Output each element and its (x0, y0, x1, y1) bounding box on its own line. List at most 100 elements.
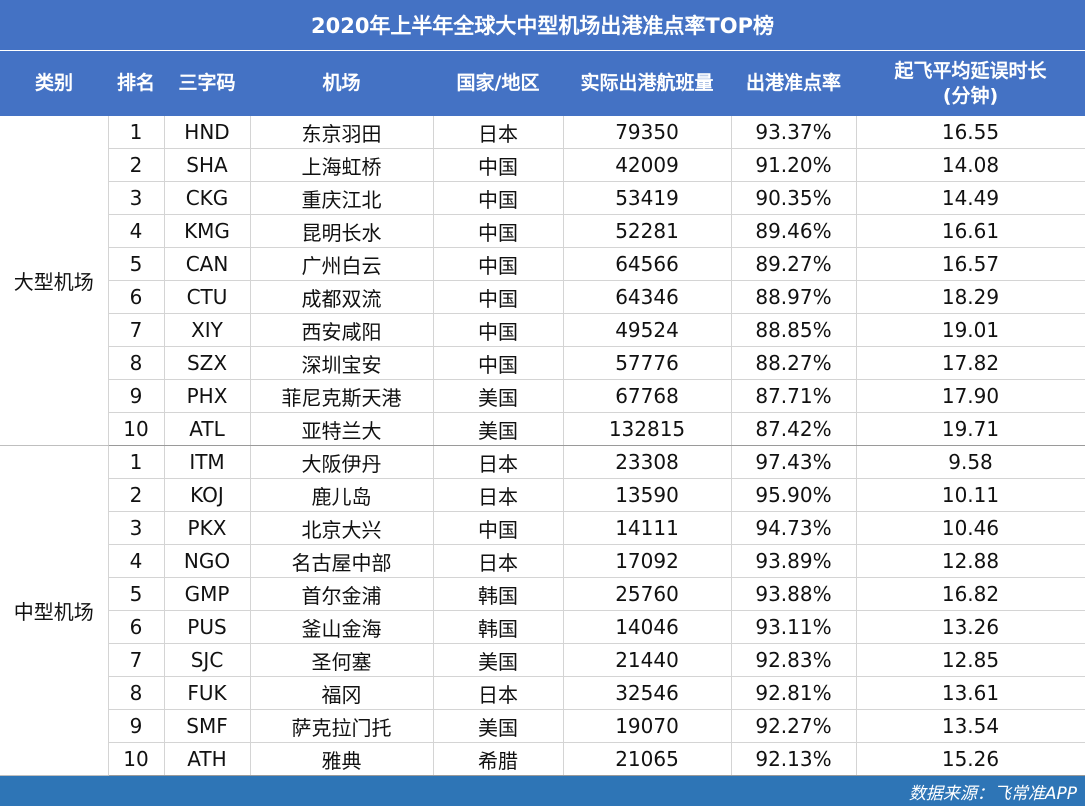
country-cell: 美国 (433, 412, 564, 446)
header-ontime: 出港准点率 (731, 51, 856, 116)
ontime-cell: 92.81% (731, 676, 857, 710)
rank-cell: 1 (108, 445, 165, 479)
table-row: 6 CTU 成都双流 中国 64346 88.97% 18.29 (0, 280, 1085, 314)
airport-cell: 西安咸阳 (250, 313, 434, 347)
table-row: 10 ATL 亚特兰大 美国 132815 87.42% 19.71 (0, 412, 1085, 446)
flights-cell: 67768 (563, 379, 732, 413)
airport-cell: 重庆江北 (250, 181, 434, 215)
flights-cell: 53419 (563, 181, 732, 215)
table-row: 大型机场 1 HND 东京羽田 日本 79350 93.37% 16.55 (0, 116, 1085, 446)
airport-cell: 菲尼克斯天港 (250, 379, 434, 413)
flights-cell: 19070 (563, 709, 732, 743)
delay-cell: 18.29 (856, 280, 1085, 314)
code-cell: XIY (164, 313, 251, 347)
table-row: 2 KOJ 鹿儿岛 日本 13590 95.90% 10.11 (0, 478, 1085, 512)
delay-cell: 14.08 (856, 148, 1085, 182)
airport-cell: 名古屋中部 (250, 544, 434, 578)
code-cell: HND (164, 116, 251, 149)
rank-cell: 2 (108, 478, 165, 512)
ontime-cell: 93.11% (731, 610, 857, 644)
code-cell: KOJ (164, 478, 251, 512)
ranking-table: 类别 排名 三字码 机场 国家/地区 实际出港航班量 出港准点率 起飞平均延误时… (0, 51, 1085, 776)
country-cell: 日本 (433, 445, 564, 479)
country-cell: 中国 (433, 214, 564, 248)
rank-cell: 1 (108, 116, 165, 149)
delay-cell: 16.82 (856, 577, 1085, 611)
rank-cell: 3 (108, 511, 165, 545)
ontime-cell: 92.27% (731, 709, 857, 743)
delay-cell: 13.61 (856, 676, 1085, 710)
flights-cell: 14046 (563, 610, 732, 644)
flights-cell: 132815 (563, 412, 732, 446)
rank-cell: 8 (108, 676, 165, 710)
rank-cell: 9 (108, 709, 165, 743)
rank-cell: 6 (108, 610, 165, 644)
source-footer: 数据来源：飞常准APP (0, 776, 1085, 806)
delay-cell: 16.55 (856, 116, 1085, 149)
airport-cell: 亚特兰大 (250, 412, 434, 446)
flights-cell: 13590 (563, 478, 732, 512)
airport-cell: 雅典 (250, 742, 434, 776)
rank-cell: 7 (108, 643, 165, 677)
country-cell: 日本 (433, 544, 564, 578)
airport-cell: 东京羽田 (250, 116, 434, 149)
code-cell: CAN (164, 247, 251, 281)
airport-cell: 首尔金浦 (250, 577, 434, 611)
country-cell: 中国 (433, 346, 564, 380)
header-delay: 起飞平均延误时长 (分钟) (856, 51, 1085, 116)
delay-cell: 10.11 (856, 478, 1085, 512)
table-row: 7 SJC 圣何塞 美国 21440 92.83% 12.85 (0, 643, 1085, 677)
rank-cell: 5 (108, 577, 165, 611)
table-row: 10 ATH 雅典 希腊 21065 92.13% 15.26 (0, 742, 1085, 776)
delay-cell: 19.01 (856, 313, 1085, 347)
table-row: 3 PKX 北京大兴 中国 14111 94.73% 10.46 (0, 511, 1085, 545)
rank-cell: 7 (108, 313, 165, 347)
code-cell: SJC (164, 643, 251, 677)
flights-cell: 21440 (563, 643, 732, 677)
delay-cell: 13.26 (856, 610, 1085, 644)
table-row: 中型机场 1 ITM 大阪伊丹 日本 23308 97.43% 9.58 (0, 445, 1085, 776)
category-cell: 中型机场 (0, 445, 109, 776)
country-cell: 日本 (433, 116, 564, 149)
code-cell: CKG (164, 181, 251, 215)
delay-cell: 15.26 (856, 742, 1085, 776)
country-cell: 美国 (433, 379, 564, 413)
ontime-cell: 93.88% (731, 577, 857, 611)
header-delay-line2: (分钟) (942, 84, 999, 107)
table-row: 2 SHA 上海虹桥 中国 42009 91.20% 14.08 (0, 148, 1085, 182)
header-row: 类别 排名 三字码 机场 国家/地区 实际出港航班量 出港准点率 起飞平均延误时… (0, 51, 1085, 116)
country-cell: 希腊 (433, 742, 564, 776)
table-row: 8 SZX 深圳宝安 中国 57776 88.27% 17.82 (0, 346, 1085, 380)
table-title: 2020年上半年全球大中型机场出港准点率TOP榜 (0, 0, 1085, 51)
rank-cell: 4 (108, 544, 165, 578)
header-rank: 排名 (108, 51, 164, 116)
code-cell: ITM (164, 445, 251, 479)
header-category: 类别 (0, 51, 108, 116)
table-body: 大型机场 1 HND 东京羽田 日本 79350 93.37% 16.55 2 SHA 上海虹桥 中国… (0, 116, 1085, 776)
country-cell: 韩国 (433, 610, 564, 644)
code-cell: ATL (164, 412, 251, 446)
rank-cell: 10 (108, 742, 165, 776)
table-row: 4 NGO 名古屋中部 日本 17092 93.89% 12.88 (0, 544, 1085, 578)
flights-cell: 52281 (563, 214, 732, 248)
code-cell: SZX (164, 346, 251, 380)
country-cell: 美国 (433, 643, 564, 677)
table-row: 5 CAN 广州白云 中国 64566 89.27% 16.57 (0, 247, 1085, 281)
rank-cell: 10 (108, 412, 165, 446)
code-cell: ATH (164, 742, 251, 776)
table-row: 8 FUK 福冈 日本 32546 92.81% 13.61 (0, 676, 1085, 710)
flights-cell: 79350 (563, 116, 732, 149)
airport-cell: 萨克拉门托 (250, 709, 434, 743)
table-row: 6 PUS 釜山金海 韩国 14046 93.11% 13.26 (0, 610, 1085, 644)
ontime-cell: 91.20% (731, 148, 857, 182)
flights-cell: 17092 (563, 544, 732, 578)
delay-cell: 12.88 (856, 544, 1085, 578)
country-cell: 美国 (433, 709, 564, 743)
code-cell: SMF (164, 709, 251, 743)
delay-cell: 14.49 (856, 181, 1085, 215)
code-cell: PHX (164, 379, 251, 413)
delay-cell: 9.58 (856, 445, 1085, 479)
code-cell: KMG (164, 214, 251, 248)
table-row: 3 CKG 重庆江北 中国 53419 90.35% 14.49 (0, 181, 1085, 215)
